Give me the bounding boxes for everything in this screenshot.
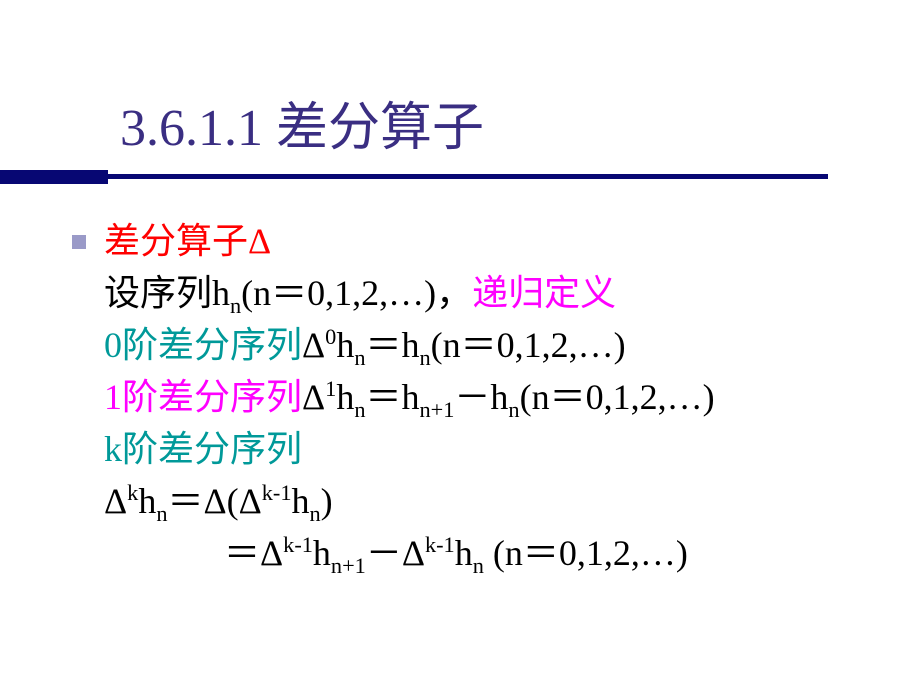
line-6: Δkhn＝Δ(Δk-1hn) bbox=[104, 475, 715, 527]
bullet-row: 差分算子Δ 设序列hn(n＝0,1,2,…)，递归定义 0阶差分序列Δ0hn＝h… bbox=[72, 215, 715, 579]
text-l4f: (n＝0,1,2,…) bbox=[520, 377, 715, 417]
text-l5: k阶差分序列 bbox=[104, 429, 302, 469]
text-l7a: ＝Δ bbox=[224, 533, 283, 573]
sub-l4c: n bbox=[354, 397, 365, 422]
text-l4d: ＝h bbox=[365, 377, 419, 417]
text-l3e: (n＝0,1,2,…) bbox=[431, 325, 626, 365]
slide-title: 3.6.1.1 差分算子 bbox=[120, 85, 484, 160]
sup-l7c: k-1 bbox=[425, 532, 455, 557]
bullet-icon bbox=[72, 235, 86, 249]
sub-l6d: n bbox=[310, 501, 321, 526]
sub-l4d: n+1 bbox=[420, 397, 455, 422]
sup-l6a: k bbox=[127, 480, 138, 505]
sub-l6b: n bbox=[156, 501, 167, 526]
content: 差分算子Δ 设序列hn(n＝0,1,2,…)，递归定义 0阶差分序列Δ0hn＝h… bbox=[72, 215, 715, 579]
text-l7d: h bbox=[455, 533, 473, 573]
decor-bar bbox=[0, 170, 920, 184]
sub-l7d: n bbox=[473, 553, 484, 578]
text-l6c: ＝Δ(Δ bbox=[167, 481, 261, 521]
title-row: 3.6.1.1 差分算子 bbox=[0, 85, 920, 175]
text-l3c: h bbox=[336, 325, 354, 365]
text-l3b: Δ bbox=[302, 325, 325, 365]
text-l2a: 设序列h bbox=[104, 273, 230, 313]
decor-bar-left bbox=[0, 170, 108, 184]
text-l6d: h bbox=[292, 481, 310, 521]
line-1: 差分算子Δ bbox=[104, 215, 715, 267]
decor-bar-right bbox=[108, 174, 828, 179]
sup-l4b: 1 bbox=[325, 376, 336, 401]
sub-l3d: n bbox=[420, 345, 431, 370]
line-4: 1阶差分序列Δ1hn＝hn+1－hn(n＝0,1,2,…) bbox=[104, 371, 715, 423]
text-l3a: 0阶差分序列 bbox=[104, 325, 302, 365]
text-l3d: ＝h bbox=[365, 325, 419, 365]
sup-l7a: k-1 bbox=[283, 532, 313, 557]
text-l2b: (n＝0,1,2,…)， bbox=[241, 273, 472, 313]
line-7: ＝Δk-1hn+1－Δk-1hn (n＝0,1,2,…) bbox=[224, 527, 715, 579]
text-l6e: ) bbox=[321, 481, 333, 521]
sup-l6c: k-1 bbox=[262, 480, 292, 505]
title-text: 差分算子 bbox=[276, 100, 484, 157]
sub-l3c: n bbox=[354, 345, 365, 370]
text-l4a: 1阶差分序列 bbox=[104, 377, 302, 417]
text-l7c: －Δ bbox=[366, 533, 425, 573]
sub-l2a: n bbox=[230, 293, 241, 318]
line-3: 0阶差分序列Δ0hn＝hn(n＝0,1,2,…) bbox=[104, 319, 715, 371]
text-l4e: －h bbox=[454, 377, 508, 417]
text-l6a: Δ bbox=[104, 481, 127, 521]
text-l1: 差分算子Δ bbox=[104, 221, 271, 261]
slide: 3.6.1.1 差分算子 差分算子Δ 设序列hn(n＝0,1,2,…)，递归定义… bbox=[0, 0, 920, 690]
text-l4c: h bbox=[336, 377, 354, 417]
sub-l4e: n bbox=[508, 397, 519, 422]
text-l6b: h bbox=[138, 481, 156, 521]
line-5: k阶差分序列 bbox=[104, 423, 715, 475]
text-l2c: 递归定义 bbox=[472, 273, 616, 313]
sub-l7b: n+1 bbox=[331, 553, 366, 578]
title-number: 3.6.1.1 bbox=[120, 100, 263, 157]
text-l4b: Δ bbox=[302, 377, 325, 417]
text-l7b: h bbox=[313, 533, 331, 573]
line-2: 设序列hn(n＝0,1,2,…)，递归定义 bbox=[104, 267, 715, 319]
text-l7e: (n＝0,1,2,…) bbox=[484, 533, 688, 573]
sup-l3b: 0 bbox=[325, 324, 336, 349]
